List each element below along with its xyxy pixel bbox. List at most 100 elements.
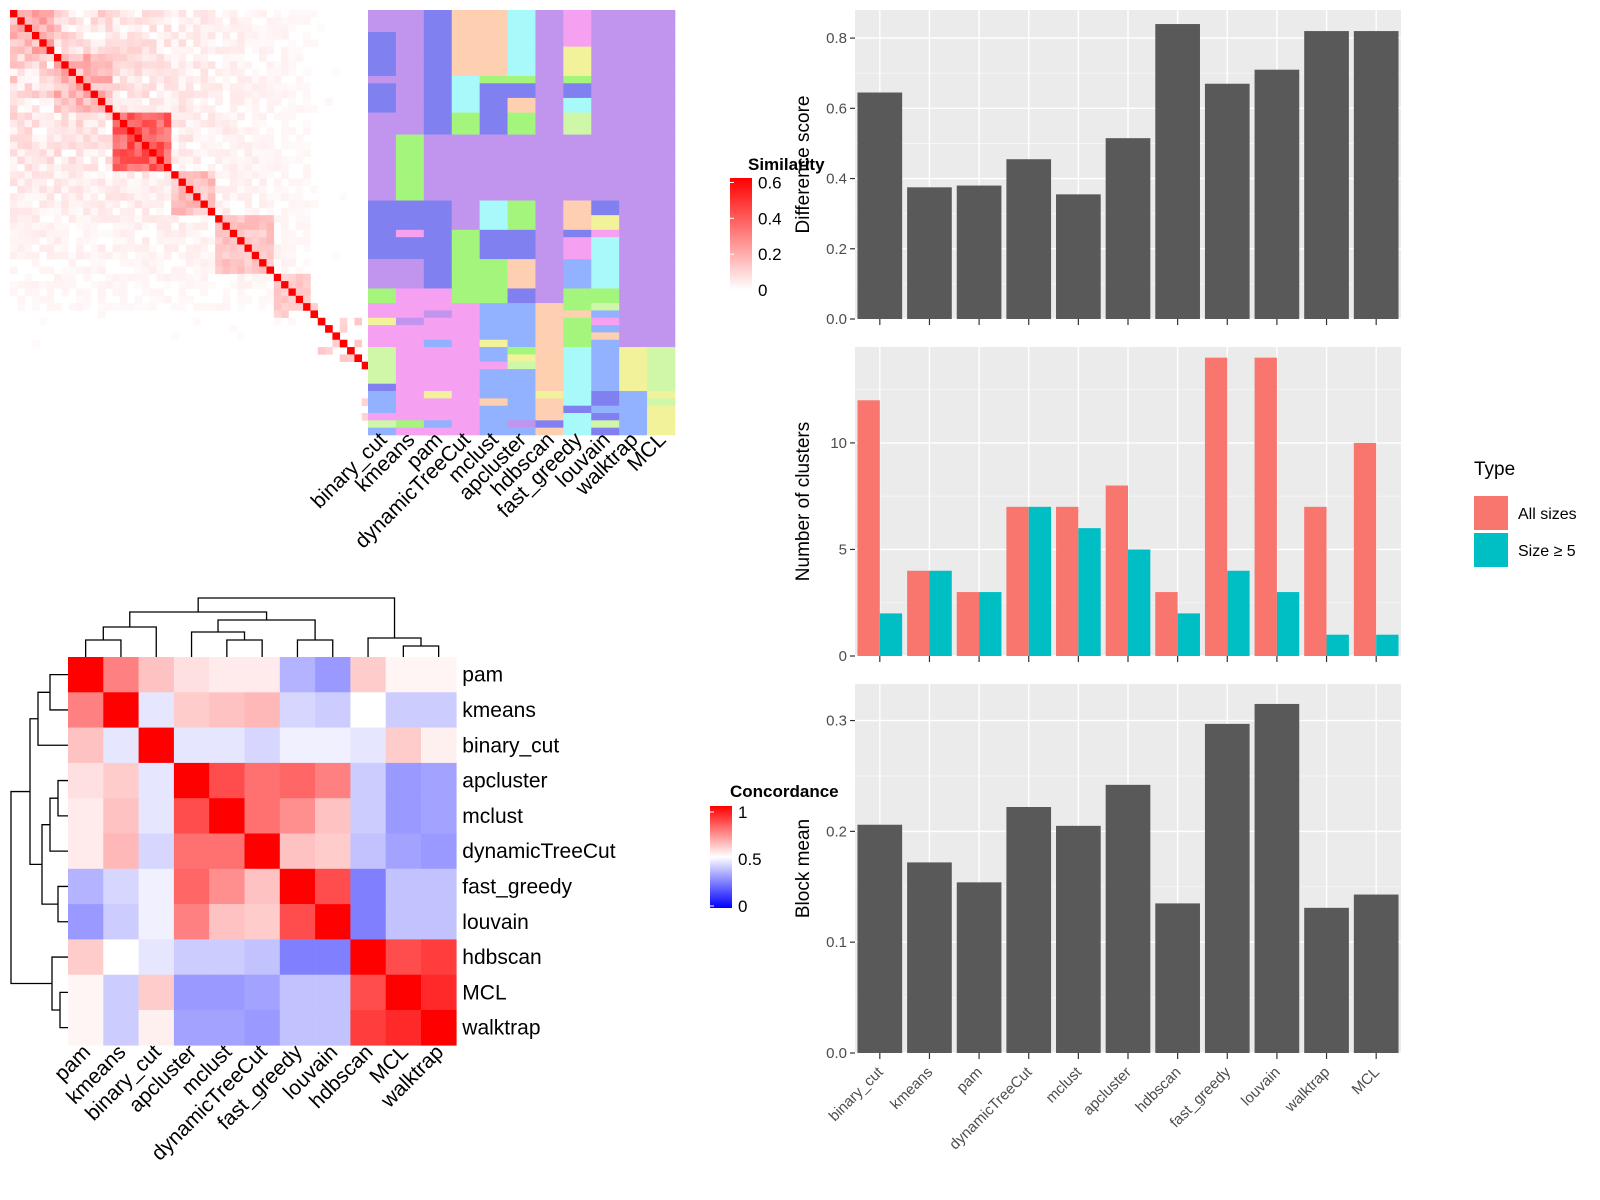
similarity-cell [68, 17, 77, 25]
concordance-cell [385, 692, 422, 728]
similarity-cell [193, 24, 201, 33]
similarity-cell [39, 97, 47, 106]
similarity-cell [141, 83, 150, 91]
concordance-cell [138, 657, 175, 693]
similarity-legend-label: 0.6 [758, 173, 782, 192]
similarity-cell [97, 24, 106, 33]
similarity-cell [97, 83, 106, 91]
similarity-cell [97, 46, 106, 55]
similarity-cell [10, 156, 18, 165]
similarity-cell [10, 200, 18, 209]
similarity-cell [46, 53, 55, 62]
similarity-cell [273, 303, 282, 311]
similarity-cell [237, 251, 245, 260]
similarity-cell [53, 97, 62, 106]
similarity-cell [112, 83, 121, 91]
similarity-cell [273, 10, 282, 18]
similarity-cell [61, 200, 69, 209]
concordance-cell [315, 939, 351, 975]
membership-cell [423, 39, 453, 47]
membership-cell [507, 347, 536, 355]
similarity-cell [141, 141, 150, 150]
similarity-cell [281, 68, 289, 77]
membership-cell [368, 141, 397, 150]
membership-cell [535, 75, 564, 84]
similarity-cell [31, 105, 40, 113]
bar-all-sizes [1204, 357, 1228, 656]
legend-swatch-all-sizes [1474, 496, 1508, 530]
similarity-cell [68, 266, 77, 275]
similarity-cell [303, 17, 311, 25]
membership-cell [507, 215, 536, 223]
similarity-cell [46, 288, 55, 297]
membership-cell [591, 354, 620, 363]
similarity-cell [156, 207, 165, 216]
concordance-cell [173, 692, 210, 728]
similarity-cell [97, 207, 106, 216]
similarity-cell [163, 141, 172, 150]
similarity-cell [259, 244, 267, 253]
similarity-cell [10, 171, 18, 179]
similarity-cell [222, 134, 231, 143]
similarity-cell [288, 207, 297, 216]
similarity-cell [163, 215, 172, 223]
similarity-cell [281, 127, 289, 135]
similarity-cell [46, 46, 55, 55]
similarity-cell [281, 237, 289, 245]
membership-cell [535, 427, 564, 436]
membership-cell [368, 376, 397, 385]
similarity-cell [61, 163, 69, 172]
membership-cell [591, 75, 620, 84]
similarity-cell [207, 90, 216, 99]
similarity-cell [251, 266, 260, 275]
membership-cell [368, 369, 397, 377]
similarity-cell [31, 75, 40, 84]
similarity-cell [171, 185, 179, 194]
similarity-cell [61, 156, 69, 165]
similarity-cell [266, 141, 275, 150]
similarity-cell [185, 229, 194, 238]
similarity-cell [31, 149, 40, 157]
similarity-cell [119, 259, 128, 267]
similarity-cell [229, 141, 238, 150]
membership-cell [563, 244, 592, 253]
membership-cell [507, 105, 536, 113]
similarity-cell [127, 237, 135, 245]
membership-cell [451, 156, 480, 165]
similarity-cell [83, 53, 91, 62]
membership-cell [619, 200, 648, 209]
similarity-cell [310, 39, 319, 47]
membership-cell [591, 339, 620, 348]
similarity-cell [17, 46, 25, 55]
membership-cell [479, 369, 508, 377]
concordance-cell [173, 657, 210, 693]
similarity-cell [141, 68, 150, 77]
similarity-cell [288, 193, 297, 201]
similarity-cell [178, 163, 187, 172]
similarity-cell [237, 193, 245, 201]
similarity-cell [127, 134, 135, 143]
similarity-cell [171, 53, 179, 62]
membership-cell [535, 251, 564, 260]
membership-cell [591, 119, 620, 128]
similarity-cell [303, 178, 311, 187]
membership-cell [563, 90, 592, 99]
similarity-cell [171, 112, 179, 121]
similarity-cell [229, 171, 238, 179]
similarity-cell [141, 303, 150, 311]
similarity-cell [17, 90, 25, 99]
similarity-cell [200, 53, 209, 62]
membership-cell [647, 391, 676, 399]
membership-cell [619, 149, 648, 157]
membership-cell [619, 178, 648, 187]
similarity-cell [237, 24, 245, 33]
similarity-cell [149, 141, 157, 150]
similarity-cell [134, 200, 143, 209]
similarity-cell [24, 244, 33, 253]
concordance-cell [173, 939, 210, 975]
similarity-cell [75, 134, 84, 143]
similarity-cell [127, 273, 135, 282]
similarity-cell [207, 200, 216, 209]
similarity-cell [31, 193, 40, 201]
